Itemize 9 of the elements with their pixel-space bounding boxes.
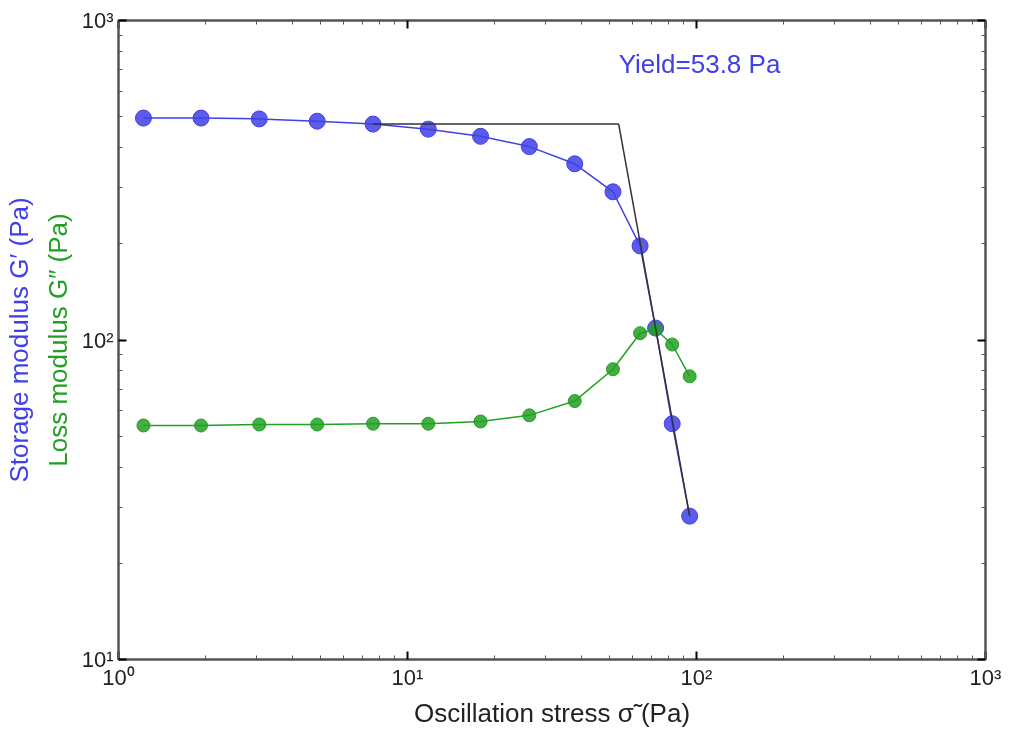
x-tick-label: 10¹ [391,664,424,690]
annotation: Yield=53.8 Pa [618,49,781,80]
text: Loss modulus G″ (Pa) [42,213,73,467]
y-tick-label: 10² [81,327,114,353]
y-tick-label: 10³ [81,8,114,33]
x-tick-label: 10² [680,664,713,690]
x-tick-label: 10³ [969,664,1002,690]
x-axis-title: Oscillation stress σ̃ (Pa) [413,697,691,728]
text: Storage modulus G′ (Pa) [3,197,34,483]
